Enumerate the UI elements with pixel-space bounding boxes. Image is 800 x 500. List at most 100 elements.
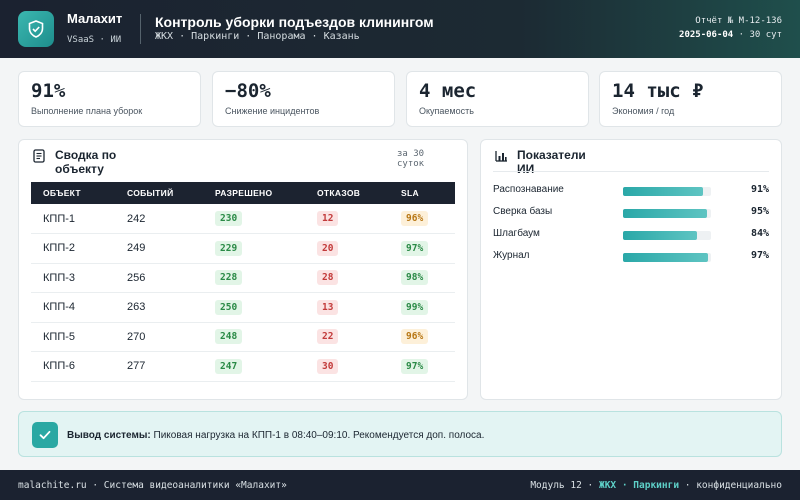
ai-metric-bar: [623, 231, 697, 240]
summary-title: Сводка по объекту: [55, 148, 117, 176]
check-icon: [39, 430, 51, 440]
cell-denied: 28: [317, 270, 339, 286]
cell-allowed: 250: [215, 299, 243, 315]
report-info: Отчёт № M-12-136 2025-06-04 · 30 сут: [652, 14, 782, 42]
cell-denied: 12: [317, 211, 339, 226]
cell-sla: 99%: [401, 299, 429, 315]
table-row[interactable]: КПП-1 242 230 12 96%: [31, 204, 455, 234]
footer-confidential: · конфиденциально: [679, 480, 782, 491]
summary-period: за 30 суток: [397, 149, 425, 169]
ai-metric-value: 84%: [750, 228, 769, 239]
cell-object: КПП-5: [31, 322, 115, 352]
cell-sla: 96%: [401, 211, 429, 226]
ai-metric-bar: [623, 187, 704, 196]
conclusion-text: Вывод системы: Пиковая нагрузка на КПП-1…: [67, 429, 507, 442]
cell-denied: 13: [317, 299, 339, 315]
cell-object: КПП-2: [31, 233, 115, 264]
cell-events: 263: [115, 292, 203, 323]
ai-metric-value: 91%: [750, 184, 769, 195]
kpi-card-plan: 91% Выполнение плана уборок: [18, 71, 201, 127]
cell-allowed: 229: [215, 240, 243, 256]
header-divider: [140, 14, 141, 44]
ai-metric-value: 97%: [750, 250, 769, 261]
cell-events: 270: [115, 322, 203, 352]
ai-metric-name: Распознавание: [493, 184, 564, 195]
ai-metric-name: Журнал: [493, 250, 530, 261]
cell-allowed: 247: [215, 358, 243, 374]
check-badge: [32, 422, 58, 448]
ai-metric-track: [623, 253, 711, 262]
ai-metric: Распознавание 91%: [493, 181, 769, 201]
cell-events: 242: [115, 204, 203, 234]
shield-check-icon: [28, 20, 44, 38]
cell-allowed: 230: [215, 211, 243, 226]
footer-module: Модуль 12 ·: [530, 480, 599, 491]
report-date-line: 2025-06-04 · 30 сут: [652, 28, 782, 42]
cell-sla: 97%: [401, 240, 429, 256]
kpi-card-savings: 14 тыс ₽ Экономия / год: [599, 71, 782, 127]
conclusion-label: Вывод системы:: [67, 430, 151, 441]
app-header: Малахит VSaaS · ИИ Контроль уборки подъе…: [0, 0, 800, 58]
cell-events: 249: [115, 233, 203, 264]
report-period: · 30 сут: [733, 30, 782, 40]
footer-module-tag: ЖКХ · Паркинги: [598, 480, 680, 491]
column-header: ОТКАЗОВ: [305, 182, 389, 204]
cell-events: 277: [115, 351, 203, 382]
ai-metric: Сверка базы 95%: [493, 203, 769, 223]
system-conclusion: Вывод системы: Пиковая нагрузка на КПП-1…: [18, 411, 782, 457]
ai-metric: Шлагбаум 84%: [493, 225, 769, 245]
ai-panel: Показатели ИИ Распознавание 91% Сверка б…: [480, 139, 782, 400]
cell-object: КПП-3: [31, 263, 115, 293]
footer-left: malachite.ru · Система видеоаналитики «М…: [18, 480, 287, 491]
cell-denied: 20: [317, 240, 339, 256]
document-icon: [33, 149, 45, 163]
cell-events: 256: [115, 263, 203, 293]
cell-allowed: 248: [215, 329, 243, 345]
cell-denied: 30: [317, 358, 339, 374]
cell-sla: 98%: [401, 270, 429, 286]
column-header: СОБЫТИЙ: [115, 182, 203, 204]
page-title: Контроль уборки подъездов клинингом: [155, 14, 434, 30]
report-date: 2025-06-04: [679, 30, 734, 40]
summary-table: ОБЪЕКТ СОБЫТИЙ РАЗРЕШЕНО ОТКАЗОВ SLA КПП…: [31, 182, 455, 382]
cell-allowed: 228: [215, 270, 243, 286]
table-row[interactable]: КПП-4 263 250 13 99%: [31, 292, 455, 323]
cell-object: КПП-1: [31, 204, 115, 234]
brand-name: Малахит: [67, 11, 123, 26]
kpi-label: Окупаемость: [419, 106, 474, 116]
report-number: Отчёт № M-12-136: [695, 16, 782, 26]
conclusion-body: Пиковая нагрузка на КПП-1 в 08:40–09:10.…: [150, 430, 485, 441]
ai-metric-value: 95%: [750, 206, 769, 217]
kpi-card-payback: 4 мес Окупаемость: [406, 71, 589, 127]
logo: [18, 11, 54, 47]
ai-metric-track: [623, 231, 711, 240]
kpi-label: Снижение инцидентов: [225, 106, 320, 116]
cell-sla: 96%: [401, 329, 429, 345]
table-header-row: ОБЪЕКТ СОБЫТИЙ РАЗРЕШЕНО ОТКАЗОВ SLA: [31, 182, 455, 204]
ai-title: Показатели ИИ: [517, 148, 586, 176]
brand-subtitle: VSaaS · ИИ: [67, 35, 122, 45]
cell-sla: 97%: [401, 358, 429, 374]
table-row[interactable]: КПП-6 277 247 30 97%: [31, 351, 455, 382]
ai-metric: Журнал 97%: [493, 247, 769, 267]
column-header: ОБЪЕКТ: [31, 182, 115, 204]
ai-metric-track: [623, 209, 711, 218]
table-row[interactable]: КПП-3 256 228 28 98%: [31, 263, 455, 293]
table-row[interactable]: КПП-5 270 248 22 96%: [31, 322, 455, 352]
kpi-value: 91%: [31, 80, 66, 102]
kpi-card-incidents: −80% Снижение инцидентов: [212, 71, 395, 127]
cell-denied: 22: [317, 329, 339, 345]
app-footer: malachite.ru · Система видеоаналитики «М…: [0, 470, 800, 500]
ai-metric-bar: [623, 253, 709, 262]
ai-metric-name: Шлагбаум: [493, 228, 540, 239]
cell-object: КПП-6: [31, 351, 115, 382]
cell-object: КПП-4: [31, 292, 115, 323]
column-header: SLA: [389, 182, 455, 204]
summary-panel: Сводка по объекту за 30 суток ОБЪЕКТ СОБ…: [18, 139, 468, 400]
page-subtitle: ЖКХ · Паркинги · Панорама · Казань: [155, 31, 360, 42]
ai-divider: [493, 171, 769, 172]
table-row[interactable]: КПП-2 249 229 20 97%: [31, 233, 455, 264]
column-header: РАЗРЕШЕНО: [203, 182, 305, 204]
kpi-value: −80%: [225, 80, 271, 102]
kpi-value: 14 тыс ₽: [612, 80, 704, 102]
